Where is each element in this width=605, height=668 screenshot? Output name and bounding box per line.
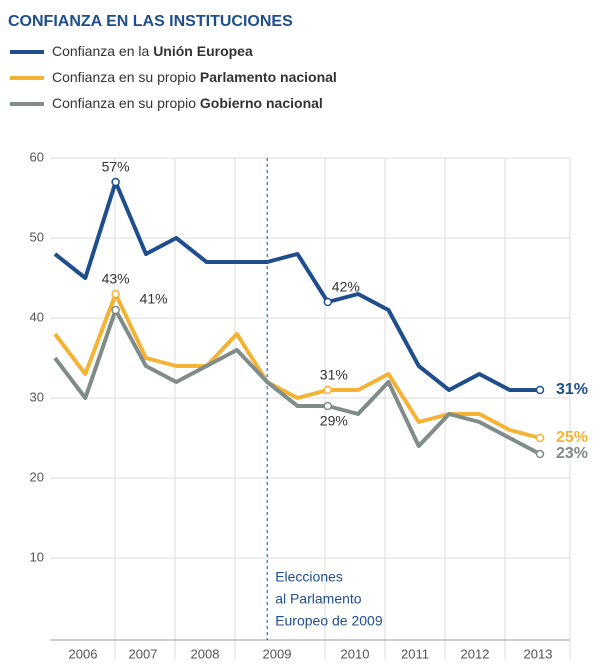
series-line — [53, 292, 541, 440]
vertical-grid — [114, 158, 571, 660]
x-tick-label: 2012 — [461, 646, 490, 661]
x-tick-label: 2010 — [341, 646, 370, 661]
y-tick-label: 10 — [30, 549, 44, 564]
point-marker — [111, 177, 120, 187]
legend-text-bold: Parlamento nacional — [200, 69, 337, 85]
annotation: Europeo de 2009 — [275, 613, 383, 629]
point-marker — [323, 401, 333, 411]
data-label: 31% — [556, 381, 588, 398]
point-marker — [535, 385, 545, 395]
annotation: al Parlamento — [275, 591, 362, 607]
legend-text-bold: Unión Europea — [153, 43, 253, 59]
data-label: 31% — [320, 367, 348, 383]
point-marker — [535, 433, 545, 443]
point-marker — [111, 289, 120, 299]
point-marker — [323, 297, 333, 307]
y-tick-label: 60 — [30, 149, 44, 164]
data-label: 57% — [102, 159, 130, 175]
legend-label: Confianza en su propio Gobierno nacional — [52, 95, 323, 111]
legend-text-bold: Gobierno nacional — [200, 95, 323, 111]
data-label: 41% — [140, 291, 168, 307]
series-line — [53, 180, 540, 392]
legend-text: Confianza en su propio — [52, 69, 196, 85]
x-tick-label: 2006 — [69, 646, 98, 661]
y-tick-label: 30 — [30, 389, 44, 404]
series-line — [53, 308, 541, 456]
legend-label: Confianza en su propio Parlamento nacion… — [52, 69, 337, 85]
legend-label: Confianza en la Unión Europea — [52, 43, 253, 59]
point-marker — [111, 305, 120, 315]
point-marker — [323, 385, 333, 395]
legend-text: Confianza en la — [52, 43, 150, 59]
data-label: 25% — [556, 429, 588, 446]
x-tick-label: 2008 — [191, 646, 220, 661]
x-tick-label: 2011 — [401, 646, 429, 661]
data-label: 43% — [102, 271, 130, 287]
data-label: 23% — [556, 445, 588, 462]
point-marker — [535, 449, 545, 459]
chart-title: CONFIANZA EN LAS INSTITUCIONES — [8, 13, 293, 30]
y-tick-label: 20 — [30, 469, 44, 484]
y-tick-label: 40 — [30, 309, 44, 324]
x-tick-label: 2013 — [524, 646, 553, 661]
y-tick-label: 50 — [30, 229, 44, 244]
legend-text: Confianza en su propio — [52, 95, 196, 111]
x-tick-label: 2009 — [263, 646, 292, 661]
data-label: 29% — [320, 413, 348, 429]
x-tick-label: 2007 — [129, 646, 158, 661]
annotation: Elecciones — [275, 569, 343, 585]
data-label: 42% — [332, 279, 360, 295]
